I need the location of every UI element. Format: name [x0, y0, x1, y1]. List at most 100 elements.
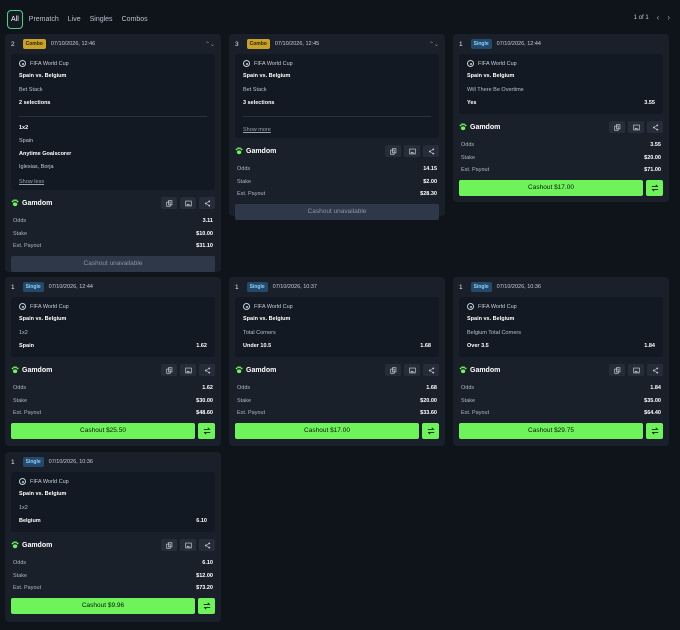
copy-button[interactable]: [385, 364, 401, 376]
match-name: Spain vs. Belgium: [243, 316, 291, 322]
swap-button[interactable]: [646, 422, 663, 439]
image-button[interactable]: [180, 364, 196, 376]
soccer-ball-icon: [19, 303, 26, 310]
competition-label: FIFA World Cup: [478, 60, 517, 67]
odds-row: Odds 14.15: [229, 163, 445, 176]
tab-live[interactable]: Live: [67, 15, 81, 23]
tab-all[interactable]: All: [7, 9, 23, 29]
swap-button[interactable]: [422, 422, 439, 439]
payout-row: Est. Payout $28.30: [229, 188, 445, 201]
swap-button[interactable]: [198, 597, 215, 614]
stake-row: Stake $35.00: [453, 395, 669, 408]
competition: FIFA World Cup: [19, 303, 207, 310]
competition: FIFA World Cup: [467, 60, 655, 67]
image-button[interactable]: [404, 145, 420, 157]
bet-type-badge: Combo: [22, 39, 46, 49]
chevron-icon[interactable]: ⌃⌄: [204, 41, 215, 48]
paw-icon: [459, 366, 467, 374]
divider: [19, 116, 207, 117]
cashout-unavailable-button: Cashout unavailable: [235, 203, 439, 220]
stake-label: Stake: [13, 230, 28, 237]
selection-odds: 6.10: [196, 518, 207, 524]
cashout-button[interactable]: Cashout $17.00: [459, 179, 643, 196]
copy-button[interactable]: [609, 364, 625, 376]
image-button[interactable]: [628, 364, 644, 376]
copy-icon: [613, 123, 620, 131]
selection-name: Belgium: [19, 518, 41, 524]
cashout-button[interactable]: Cashout $29.75: [459, 422, 643, 439]
prev-page-icon[interactable]: ‹: [656, 13, 660, 22]
next-page-icon[interactable]: ›: [667, 13, 670, 22]
selection-name: Spain: [19, 343, 34, 349]
image-button[interactable]: [404, 364, 420, 376]
cashout-button[interactable]: Cashout $9.96: [11, 597, 195, 614]
bet-type-badge: Single: [22, 282, 44, 292]
brand: Gamdom: [235, 366, 276, 374]
stake-label: Stake: [461, 397, 476, 404]
tab-prematch[interactable]: Prematch: [28, 15, 59, 23]
odds-row: Odds 1.68: [229, 382, 445, 395]
share-button[interactable]: [647, 121, 663, 133]
share-icon: [428, 147, 434, 155]
tab-combos[interactable]: Combos: [121, 15, 148, 23]
chevron-icon[interactable]: ⌃⌄: [428, 41, 439, 48]
copy-button[interactable]: [161, 539, 177, 551]
stake-row: Stake $10.00: [5, 228, 221, 241]
swap-icon: [427, 426, 434, 435]
share-button[interactable]: [423, 145, 439, 157]
bet-details: FIFA World Cup Spain vs. Belgium Will Th…: [459, 54, 663, 114]
image-icon: [184, 200, 192, 206]
image-button[interactable]: [180, 197, 196, 209]
swap-button[interactable]: [646, 179, 663, 196]
match-name: Spain vs. Belgium: [243, 73, 291, 79]
image-icon: [632, 124, 640, 130]
odds-label: Odds: [237, 385, 251, 392]
copy-button[interactable]: [609, 121, 625, 133]
bet-type-badge: Combo: [246, 39, 270, 49]
selection-row: Yes 3.55: [467, 100, 655, 106]
payout-row: Est. Payout $71.00: [453, 164, 669, 177]
image-button[interactable]: [628, 121, 644, 133]
tab-singles[interactable]: Singles: [89, 15, 113, 23]
payout-row: Est. Payout $64.40: [453, 407, 669, 420]
swap-icon: [203, 426, 210, 435]
bet-card-header: 1 Single 07/10/2026, 10:36: [453, 277, 669, 297]
copy-button[interactable]: [161, 197, 177, 209]
share-button[interactable]: [199, 197, 215, 209]
share-button[interactable]: [199, 539, 215, 551]
bet-card-header: 1 Single 07/10/2026, 12:44: [5, 277, 221, 297]
swap-button[interactable]: [198, 422, 215, 439]
cashout-button[interactable]: Cashout $17.00: [235, 422, 419, 439]
brand: Gamdom: [459, 366, 500, 374]
share-icon: [652, 366, 658, 374]
show-more-link[interactable]: Show more: [243, 127, 271, 133]
bet-details: FIFA World Cup Spain vs. Belgium 1x2 Bel…: [11, 472, 215, 532]
show-less-link[interactable]: Show less: [19, 179, 45, 185]
share-button[interactable]: [647, 364, 663, 376]
selection-name: Under 10.5: [243, 343, 272, 349]
bet-card: 2 Combo 07/10/2026, 12:46 ⌃⌄ FIFA World …: [5, 34, 221, 272]
odds-label: Odds: [237, 166, 251, 173]
copy-icon: [165, 366, 172, 374]
image-button[interactable]: [180, 539, 196, 551]
share-button[interactable]: [199, 364, 215, 376]
selection-odds: 1.68: [420, 343, 431, 349]
share-button[interactable]: [423, 364, 439, 376]
payout-label: Est. Payout: [237, 410, 266, 417]
copy-button[interactable]: [161, 364, 177, 376]
odds-label: Odds: [13, 560, 27, 567]
copy-button[interactable]: [385, 145, 401, 157]
bet-date: 07/10/2026, 10:36: [48, 459, 93, 465]
selection-name: Yes: [467, 100, 477, 106]
cashout-unavailable-button: Cashout unavailable: [11, 255, 215, 272]
divider: [243, 116, 431, 117]
cashout-button[interactable]: Cashout $25.50: [11, 422, 195, 439]
payout-row: Est. Payout $48.60: [5, 407, 221, 420]
match-name: Spain vs. Belgium: [19, 316, 67, 322]
soccer-ball-icon: [467, 303, 474, 310]
brand: Gamdom: [235, 147, 276, 155]
swap-icon: [651, 426, 658, 435]
paw-icon: [11, 541, 19, 549]
copy-icon: [165, 541, 172, 549]
payout-value: $48.60: [196, 410, 213, 417]
